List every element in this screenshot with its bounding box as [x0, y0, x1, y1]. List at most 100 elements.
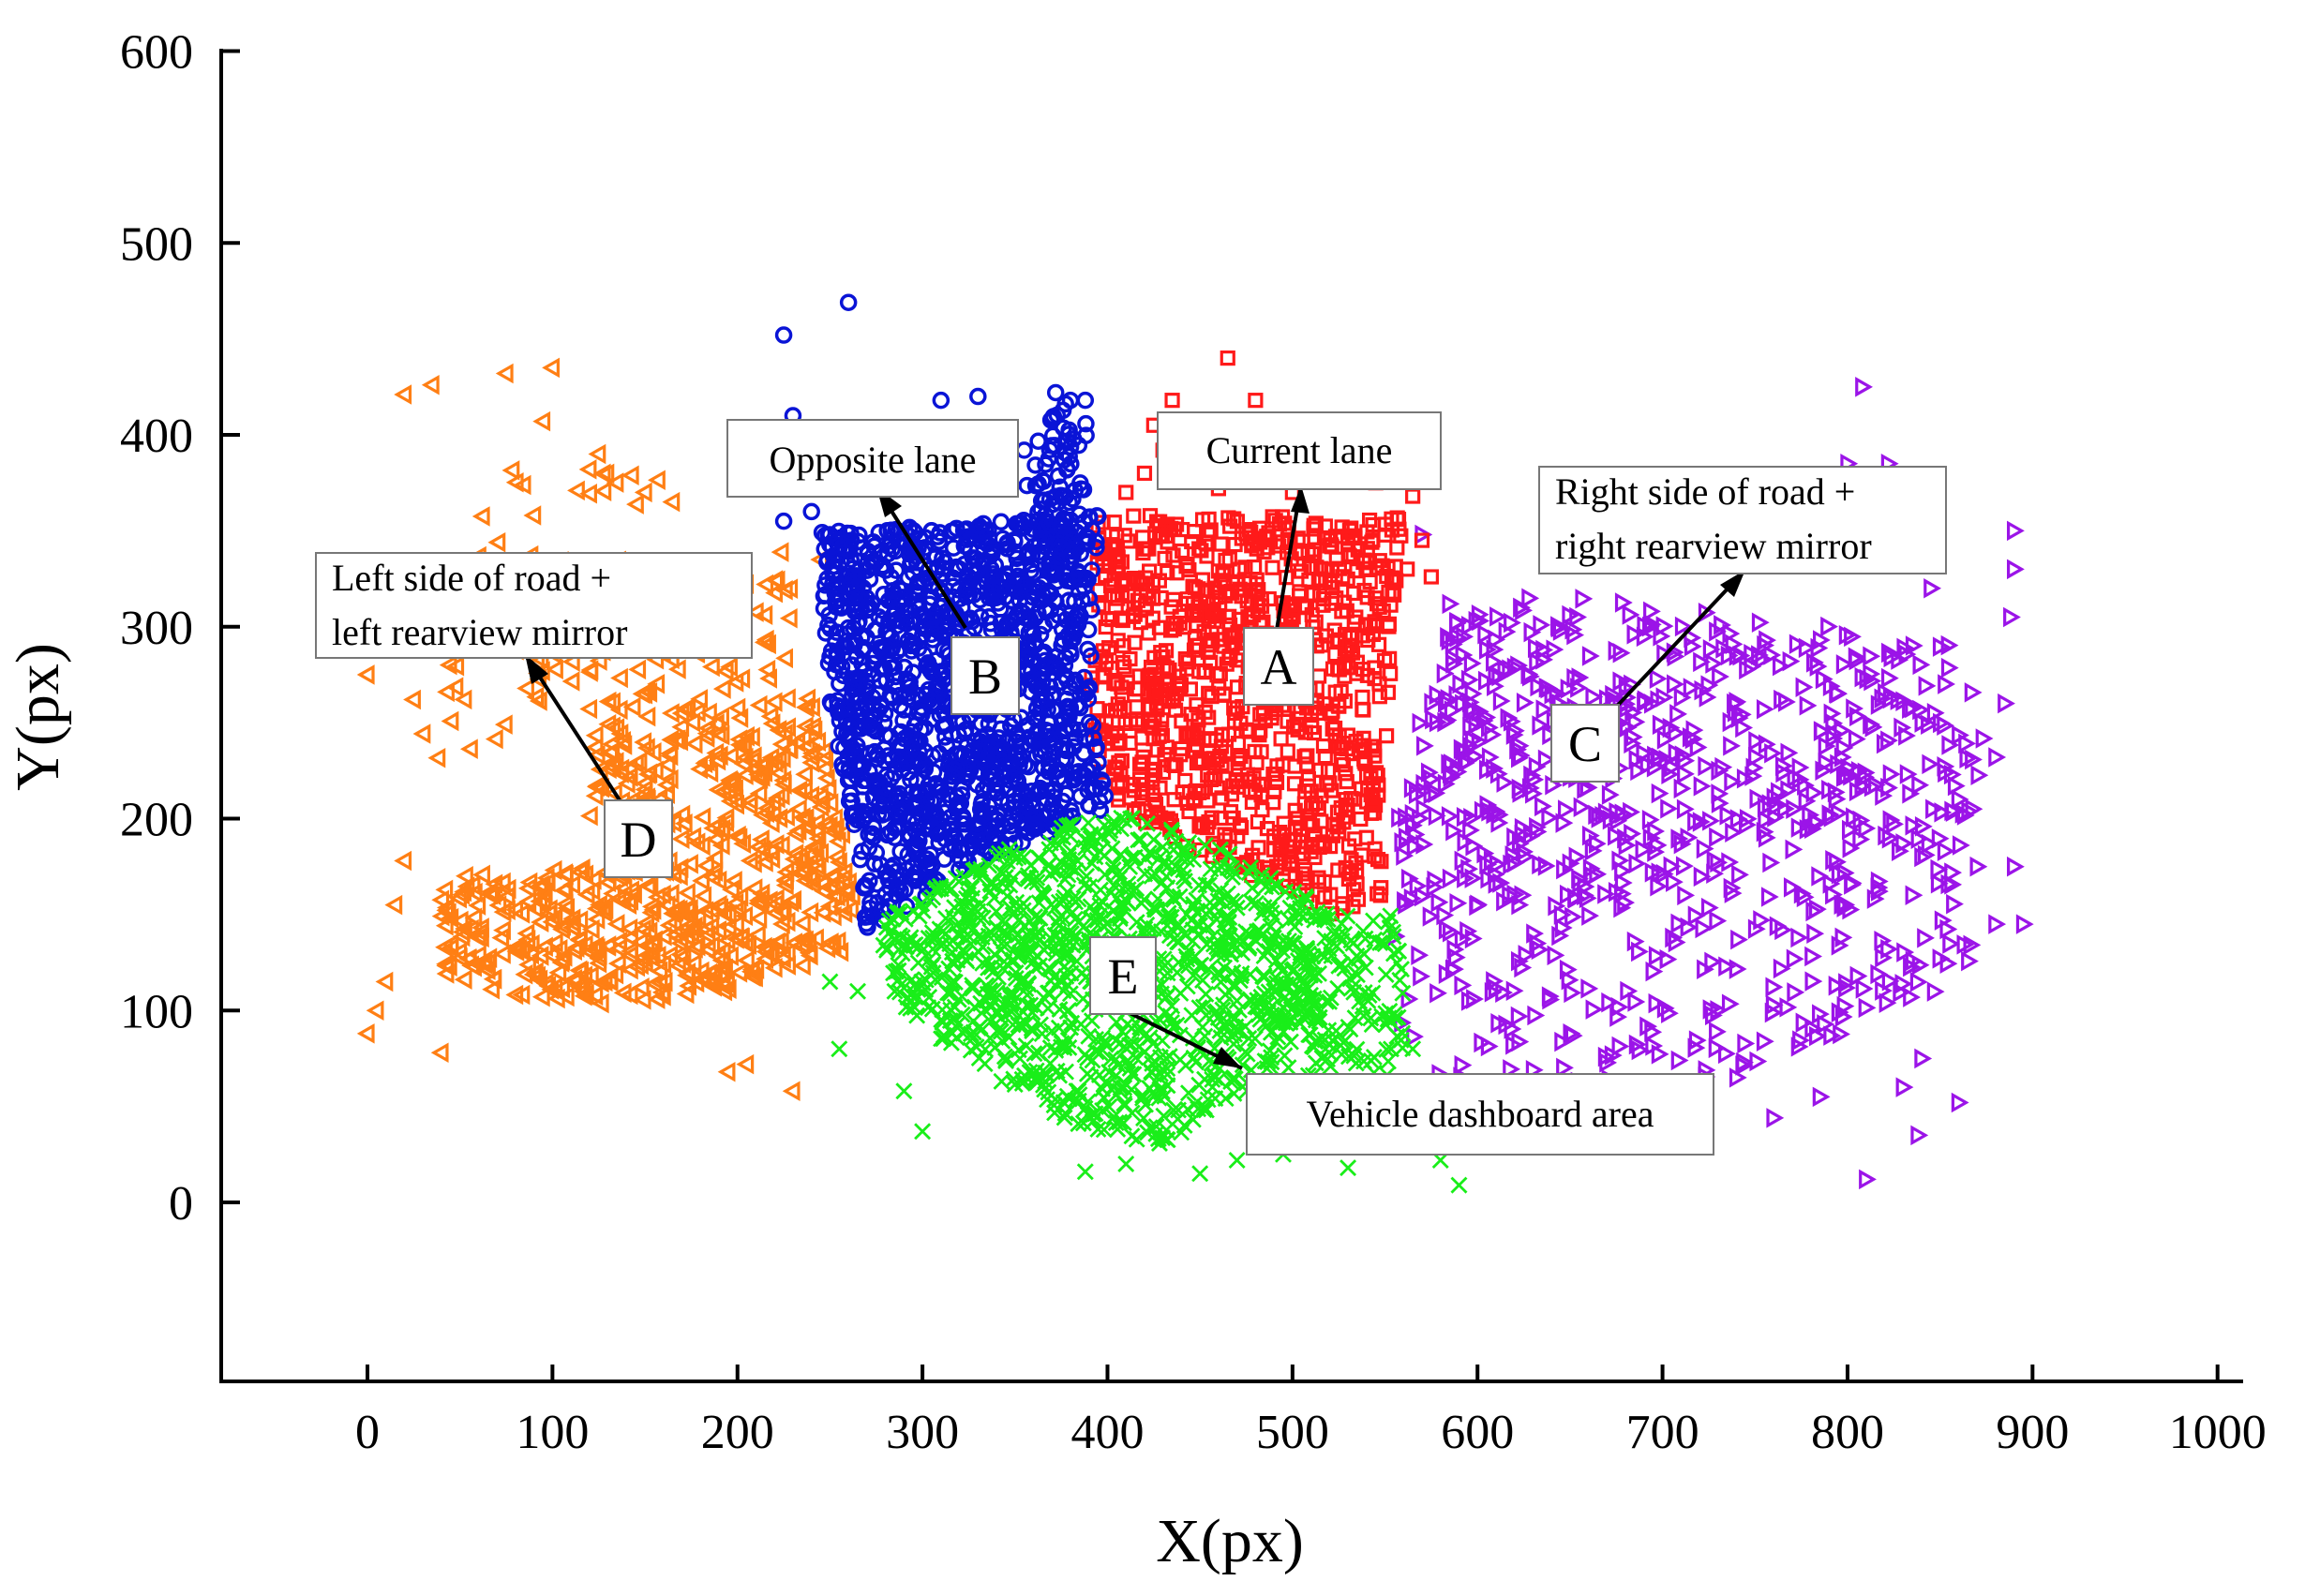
- scatter-point: [1459, 920, 1478, 942]
- scatter-point: [1147, 761, 1163, 778]
- scatter-point: [1055, 451, 1073, 470]
- scatter-point: [1537, 856, 1556, 876]
- scatter-point: [1809, 1025, 1827, 1047]
- scatter-point: [1008, 549, 1025, 568]
- scatter-point: [1661, 764, 1680, 784]
- scatter-point: [1675, 856, 1694, 876]
- scatter-point: [1029, 503, 1047, 521]
- scatter-point: [1825, 884, 1843, 905]
- scatter-point: [1898, 725, 1916, 746]
- scatter-point: [921, 845, 939, 864]
- scatter-point: [995, 953, 1013, 971]
- scatter-point: [2003, 606, 2021, 628]
- scatter-point: [1555, 813, 1574, 833]
- scatter-point: [1037, 455, 1055, 473]
- scatter-point: [1022, 857, 1040, 874]
- scatter-point: [696, 855, 714, 876]
- scatter-point: [435, 915, 454, 936]
- scatter-point: [1423, 569, 1439, 585]
- scatter-point: [356, 664, 375, 685]
- scatter-point: [1130, 800, 1146, 817]
- scatter-point: [1303, 559, 1319, 576]
- scatter-point: [1489, 763, 1508, 784]
- scatter-point: [1963, 934, 1982, 956]
- scatter-point: [1925, 798, 1943, 820]
- scatter-point: [1496, 772, 1515, 793]
- scatter-point: [1145, 720, 1160, 736]
- scatter-point: [483, 885, 501, 906]
- scatter-point: [1834, 927, 1853, 948]
- scatter-point: [687, 702, 706, 723]
- scatter-point: [598, 691, 617, 712]
- scatter-point: [854, 778, 872, 796]
- scatter-point: [863, 688, 882, 707]
- scatter-point: [734, 734, 753, 755]
- scatter-point: [926, 687, 944, 705]
- scatter-point: [1294, 545, 1310, 561]
- scatter-point: [881, 641, 899, 660]
- scatter-point: [1488, 801, 1506, 822]
- scatter-point: [1477, 670, 1496, 692]
- scatter-point: [634, 482, 652, 503]
- scatter-point: [1412, 808, 1429, 828]
- scatter-point: [989, 594, 1007, 612]
- scatter-point: [1799, 695, 1818, 716]
- scatter-point: [1315, 834, 1331, 850]
- scatter-point: [759, 944, 778, 964]
- scatter-point: [770, 808, 788, 828]
- scatter-point: [1076, 685, 1095, 703]
- scatter-point: [1914, 712, 1933, 733]
- scatter-point: [657, 754, 676, 775]
- scatter-point: [842, 531, 861, 549]
- scatter-point: [1307, 849, 1323, 866]
- scatter-point: [726, 672, 744, 693]
- scatter-point: [1075, 876, 1093, 894]
- scatter-point: [1394, 1012, 1413, 1033]
- scatter-point: [1428, 783, 1446, 804]
- scatter-point: [1118, 485, 1134, 500]
- scatter-point: [879, 825, 897, 843]
- scatter-point: [951, 589, 969, 607]
- scatter-point: [1564, 982, 1582, 1004]
- scatter-point: [1647, 745, 1665, 767]
- scatter-point: [1626, 624, 1645, 645]
- scatter-point: [1812, 1086, 1831, 1108]
- scatter-point: [1041, 1039, 1059, 1057]
- scatter-point: [1165, 1101, 1183, 1119]
- scatter-point: [795, 764, 814, 784]
- scatter-point: [555, 894, 574, 915]
- scatter-point: [1396, 845, 1414, 866]
- scatter-point: [1554, 917, 1573, 938]
- scatter-point: [1484, 724, 1503, 745]
- scatter-point: [461, 955, 480, 976]
- scatter-point: [1670, 1050, 1689, 1071]
- scatter-point: [1804, 946, 1823, 967]
- scatter-point: [555, 863, 574, 884]
- scatter-point: [800, 869, 818, 889]
- scatter-point: [594, 971, 613, 992]
- scatter-point: [1933, 712, 1951, 734]
- scatter-point: [457, 876, 475, 897]
- scatter-point: [1058, 1003, 1076, 1021]
- scatter-point: [767, 570, 786, 591]
- scatter-point: [1110, 777, 1126, 793]
- scatter-point: [1162, 821, 1180, 839]
- scatter-point: [844, 738, 861, 757]
- scatter-point: [1077, 414, 1095, 433]
- scatter-point: [887, 862, 906, 881]
- scatter-point: [1766, 1108, 1785, 1128]
- scatter-point: [599, 971, 618, 992]
- scatter-point: [735, 765, 754, 785]
- scatter-point: [454, 689, 472, 710]
- scatter-point: [1085, 1106, 1102, 1124]
- scatter-point: [864, 654, 882, 673]
- scatter-point: [772, 948, 791, 969]
- scatter-point: [1646, 757, 1665, 778]
- scatter-point: [1344, 645, 1361, 661]
- scatter-point: [1786, 798, 1804, 819]
- scatter-point: [1142, 667, 1158, 683]
- scatter-point: [1518, 945, 1536, 965]
- scatter-point: [1175, 619, 1192, 635]
- scatter-point: [1729, 1067, 1747, 1088]
- scatter-point: [1835, 767, 1854, 787]
